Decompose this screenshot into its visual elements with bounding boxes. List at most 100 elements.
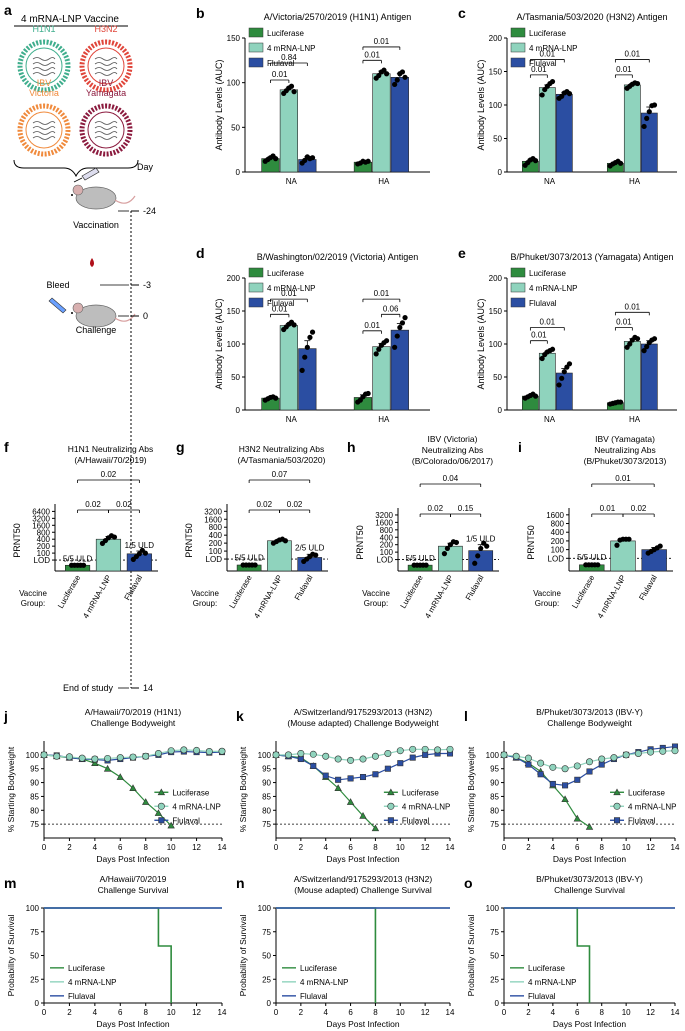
data-point <box>421 745 429 753</box>
group-label: Group: <box>193 599 217 608</box>
data-point <box>142 752 150 760</box>
data-point <box>617 160 624 166</box>
data-point <box>103 764 112 772</box>
bar-b-1-2 <box>390 77 409 173</box>
lnp-core <box>87 47 125 85</box>
y-tick-label: 800 <box>37 528 51 537</box>
data-point <box>539 92 545 98</box>
legend-label-2: Flulaval <box>172 816 200 825</box>
lnp-core <box>25 111 63 149</box>
y-tick-label: LOD <box>34 556 51 565</box>
mrna-strand <box>32 126 56 130</box>
x-tick-label: 14 <box>218 843 227 852</box>
mrna-strand <box>32 136 56 140</box>
y-tick-label: 3200 <box>32 514 50 523</box>
data-point <box>446 745 454 753</box>
data-point <box>371 752 379 760</box>
data-point <box>646 109 652 115</box>
legend-label-1: 4 mRNA-LNP <box>300 978 348 987</box>
p-value: 0.01 <box>625 49 641 58</box>
y-tick-label: 100 <box>26 751 40 760</box>
mrna-strand <box>94 62 118 66</box>
p-value: 0.04 <box>443 474 459 483</box>
data-point <box>409 754 416 761</box>
chart-title: A/Tasmania/503/2020 (H3N2) Antigen <box>516 12 667 22</box>
bar-e-1-1 <box>623 341 641 411</box>
legend-swatch-2 <box>248 297 264 308</box>
y-tick-label: 85 <box>490 792 499 801</box>
chart-f: f H1N1 Neutralizing Abs(A/Hawaii/70/2019)… <box>4 439 158 620</box>
panel-title: 4 mRNA-LNP Vaccine <box>21 14 119 25</box>
data-point <box>346 798 355 805</box>
data-point <box>659 747 667 755</box>
chart-l: l B/Phuket/3073/2013 (IBV-Y)Challenge Bod… <box>464 707 680 864</box>
mrna-strand <box>94 136 118 140</box>
data-point <box>65 753 73 761</box>
p-value: 0.01 <box>531 331 547 340</box>
bar-f-1 <box>95 538 122 572</box>
chart-title: A/Switzerland/9175293/2013 (H3N2) <box>294 707 433 717</box>
y-tick-label: 100 <box>26 904 40 913</box>
legend-label-1: 4 mRNA-LNP <box>68 978 116 987</box>
chart-h: h IBV (Victoria)Neutralizing Abs(B/Colora… <box>347 434 499 620</box>
x-tick-label: NA <box>544 415 556 424</box>
p-value: 0.01 <box>272 70 288 79</box>
p-value: 0.07 <box>272 470 288 479</box>
data-point <box>627 341 633 347</box>
x-tick-label: 10 <box>622 1008 631 1017</box>
data-point <box>359 774 367 781</box>
chart-title: A/Switzerland/9175293/2013 (H3N2) <box>294 874 433 884</box>
data-point <box>80 562 87 568</box>
lnp-core <box>25 47 63 85</box>
p-value: 0.02 <box>256 500 272 509</box>
y-tick-label: 95 <box>490 765 499 774</box>
legend-marker-1 <box>387 802 395 810</box>
y-tick-label: 0 <box>267 999 272 1008</box>
data-point <box>291 89 297 95</box>
y-tick-label: 150 <box>489 307 503 316</box>
data-point <box>561 765 569 773</box>
chart-title: IBV (Yamagata) <box>595 434 655 444</box>
data-point <box>478 545 484 552</box>
lnp-label: Victoria <box>29 88 59 98</box>
x-axis-label: Days Post Infection <box>326 854 400 864</box>
timeline-day-label: Day <box>137 162 154 172</box>
chart-title: B/Phuket/3073/2013 (Yamagata) Antigen <box>511 252 674 262</box>
legend-label-0: Luciferase <box>172 788 209 797</box>
x-tick-label: 6 <box>348 1008 353 1017</box>
y-tick-label: 200 <box>380 541 394 550</box>
y-tick-label: 800 <box>209 523 223 532</box>
bar-e-1-2 <box>640 343 658 411</box>
data-point <box>291 322 297 328</box>
y-tick-label: 85 <box>30 792 39 801</box>
data-point <box>562 782 569 789</box>
bar-h-2 <box>468 550 494 572</box>
y-tick-label: 800 <box>380 526 394 535</box>
legend-label-1: 4 mRNA-LNP <box>528 978 576 987</box>
uld-label: 1/5 ULD <box>466 534 496 543</box>
data-point <box>302 157 308 163</box>
chart-title: A/Hawaii/70/2019 <box>100 874 167 884</box>
mouse-icon <box>71 184 136 210</box>
data-point <box>524 754 532 762</box>
x-tick-label: 10 <box>396 843 405 852</box>
x-tick-label: 10 <box>622 843 631 852</box>
data-point <box>556 382 562 388</box>
p-value: 0.01 <box>364 50 380 59</box>
x-tick-label: Flulaval <box>293 573 315 602</box>
data-point <box>566 361 573 367</box>
p-value: 0.84 <box>281 53 297 62</box>
p-value: 0.02 <box>85 500 101 509</box>
legend-swatch-0 <box>510 27 526 38</box>
data-point <box>273 156 279 162</box>
data-point <box>205 748 213 756</box>
lnp-particle: H1N1 <box>17 24 71 93</box>
p-value: 0.01 <box>600 504 616 513</box>
chart-title: (B/Colorado/06/2017) <box>412 456 493 466</box>
timeline-day: 0 <box>143 311 148 321</box>
data-point <box>373 351 379 357</box>
data-point <box>671 747 679 755</box>
data-point <box>297 755 304 763</box>
